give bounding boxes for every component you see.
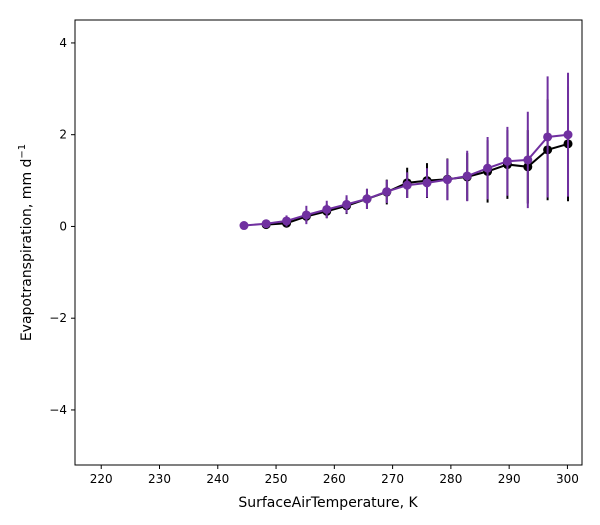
plot-frame: [74, 19, 583, 466]
axes-layer: 220 230 240 250 260 270 280 290 300 −4 −2 0 2 4: [49, 36, 579, 486]
data-point: [261, 219, 271, 229]
x-tick-label: 250: [265, 472, 288, 486]
x-tick-label: 260: [323, 472, 346, 486]
y-tick-label: 0: [59, 219, 67, 233]
data-point: [523, 155, 533, 165]
x-tick-label: 270: [381, 472, 404, 486]
y-tick-label: −4: [49, 403, 67, 417]
y-tick-label: −2: [49, 311, 67, 325]
data-point: [402, 180, 412, 190]
plot-layer: [239, 72, 573, 231]
data-point: [282, 216, 292, 226]
y-tick-label: 4: [59, 36, 67, 50]
data-point: [543, 132, 553, 142]
data-point: [322, 204, 332, 214]
x-axis-label: SurfaceAirTemperature, K: [238, 495, 418, 511]
x-tick-label: 240: [206, 472, 229, 486]
y-tick-label: 2: [59, 128, 67, 142]
x-tick-label: 220: [90, 472, 113, 486]
x-tick-label: 290: [498, 472, 521, 486]
data-point: [301, 210, 311, 220]
y-axis-label: Evapotranspiration, mm d−1: [17, 144, 35, 341]
data-point: [442, 175, 452, 185]
data-point: [422, 178, 432, 188]
y-axis-label-text: Evapotranspiration, mm d: [19, 159, 35, 342]
x-tick-label: 300: [556, 472, 579, 486]
series-line: [266, 142, 569, 226]
x-tick-label: 230: [148, 472, 171, 486]
data-point: [382, 187, 392, 197]
data-point: [483, 163, 493, 173]
data-point: [239, 221, 249, 231]
data-point: [362, 194, 372, 204]
y-axis-label-exponent: −1: [17, 144, 28, 159]
data-point: [342, 199, 352, 209]
data-point: [462, 171, 472, 181]
data-point: [563, 130, 573, 140]
x-tick-label: 280: [439, 472, 462, 486]
data-point: [502, 156, 512, 166]
series-2: [239, 72, 573, 231]
